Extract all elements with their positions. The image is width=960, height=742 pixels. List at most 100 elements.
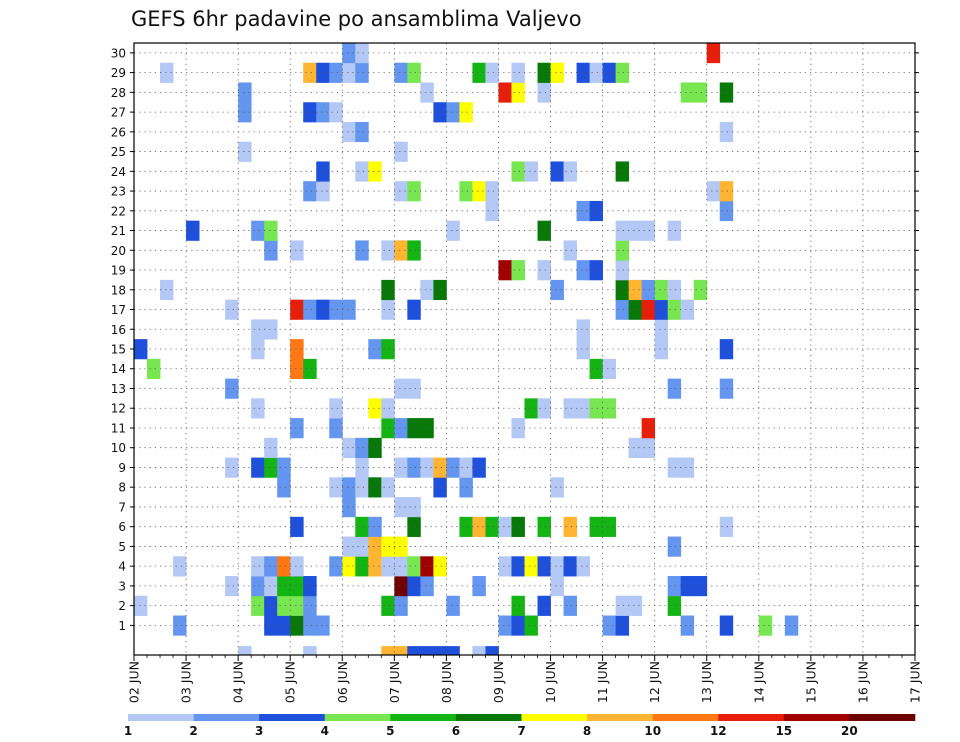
heatmap-cell: [615, 279, 630, 301]
heatmap-cell: [667, 220, 682, 241]
heatmap-cell: [433, 556, 447, 577]
heatmap-cell: [394, 181, 408, 202]
heatmap-cell: [290, 339, 304, 360]
heatmap-cell: [472, 181, 486, 202]
heatmap-cell: [563, 398, 577, 419]
heatmap-cell: [303, 595, 317, 616]
heatmap-cell: [511, 161, 525, 182]
legend-swatch: [390, 714, 457, 721]
x-tick-label: 03 JUN: [179, 661, 194, 703]
y-tick-label: 19: [111, 264, 126, 278]
heatmap-cell: [654, 319, 669, 340]
y-tick-label: 22: [111, 204, 126, 218]
heatmap-cell: [511, 62, 525, 83]
heatmap-cell: [355, 536, 369, 557]
heatmap-cell: [576, 260, 590, 281]
legend-label: 10: [644, 724, 661, 738]
heatmap-cell: [485, 200, 499, 222]
y-tick-label: 30: [111, 46, 126, 60]
heatmap-cell: [667, 536, 682, 557]
x-tick-label: 14 JUN: [751, 661, 766, 703]
heatmap-cell: [628, 299, 643, 320]
heatmap-cell: [615, 62, 630, 83]
heatmap-cell: [433, 279, 447, 301]
heatmap-cell: [277, 615, 291, 636]
heatmap-cell: [355, 121, 369, 143]
bottom-strip-cell: [433, 646, 447, 655]
heatmap-cell: [680, 615, 695, 636]
heatmap-cell: [342, 299, 356, 320]
heatmap-cell: [238, 141, 252, 162]
heatmap-cell: [251, 576, 265, 597]
heatmap-cell: [680, 576, 695, 597]
heatmap-cell: [264, 576, 278, 597]
heatmap-cell: [316, 299, 330, 320]
x-tick-label: 16 JUN: [855, 661, 870, 703]
heatmap-cell: [134, 595, 148, 616]
heatmap-cell: [589, 358, 603, 380]
heatmap-cell: [667, 576, 682, 597]
heatmap-cell: [628, 595, 643, 616]
y-tick-label: 25: [111, 145, 126, 159]
legend-swatch: [783, 714, 850, 721]
heatmap-cell: [316, 615, 330, 636]
heatmap-cell: [550, 477, 564, 498]
heatmap-cell: [225, 299, 239, 320]
y-tick-label: 4: [118, 560, 126, 574]
heatmap-cell: [303, 181, 317, 202]
heatmap-cell: [381, 299, 395, 320]
bottom-strip-cell: [394, 646, 408, 655]
legend-label: 2: [189, 724, 197, 738]
heatmap-cell: [394, 536, 408, 557]
legend-swatch: [259, 714, 326, 721]
y-tick-label: 10: [111, 441, 126, 455]
heatmap-cell: [680, 457, 695, 478]
heatmap-cell: [680, 82, 695, 103]
heatmap-cell: [394, 457, 408, 478]
heatmap-cell: [251, 595, 265, 616]
heatmap-cell: [537, 260, 551, 281]
legend-label: 20: [841, 724, 858, 738]
heatmap-cell: [537, 220, 551, 241]
heatmap-cell: [641, 418, 656, 439]
y-tick-label: 5: [118, 540, 126, 554]
y-tick-label: 16: [111, 323, 126, 337]
heatmap-cell: [563, 516, 577, 537]
heatmap-cell: [433, 457, 447, 478]
heatmap-cell: [446, 220, 460, 241]
heatmap-cell: [355, 556, 369, 577]
bottom-strip-cell: [407, 646, 421, 655]
y-tick-label: 6: [118, 520, 126, 534]
heatmap-cell: [394, 556, 408, 577]
heatmap-cell: [615, 240, 630, 261]
legend-swatch: [193, 714, 260, 721]
legend-swatch: [455, 714, 522, 721]
heatmap-cell: [537, 516, 551, 537]
heatmap-cell: [589, 62, 603, 83]
heatmap-cell: [342, 62, 356, 83]
heatmap-cell: [355, 437, 369, 458]
heatmap-cell: [693, 82, 708, 103]
heatmap-cell: [498, 556, 512, 577]
heatmap-cell: [277, 457, 291, 478]
heatmap-cell: [667, 299, 682, 320]
legend-swatch: [128, 714, 194, 721]
heatmap-cell: [407, 181, 421, 202]
heatmap-cell: [290, 299, 304, 320]
heatmap-cell: [628, 437, 643, 458]
heatmap-cell: [368, 536, 382, 557]
y-tick-label: 24: [111, 165, 126, 179]
heatmap-cell: [303, 102, 317, 123]
heatmap-cell: [342, 43, 356, 64]
legend-swatch: [849, 714, 916, 721]
heatmap-cell: [329, 418, 343, 439]
bottom-strip-cell: [238, 646, 252, 655]
heatmap-cell: [251, 556, 265, 577]
heatmap-cell: [290, 556, 304, 577]
heatmap-cell: [290, 418, 304, 439]
heatmap-cell: [394, 240, 408, 261]
x-tick-label: 10 JUN: [543, 661, 558, 703]
heatmap-cell: [264, 240, 278, 261]
heatmap-cell: [329, 102, 343, 123]
